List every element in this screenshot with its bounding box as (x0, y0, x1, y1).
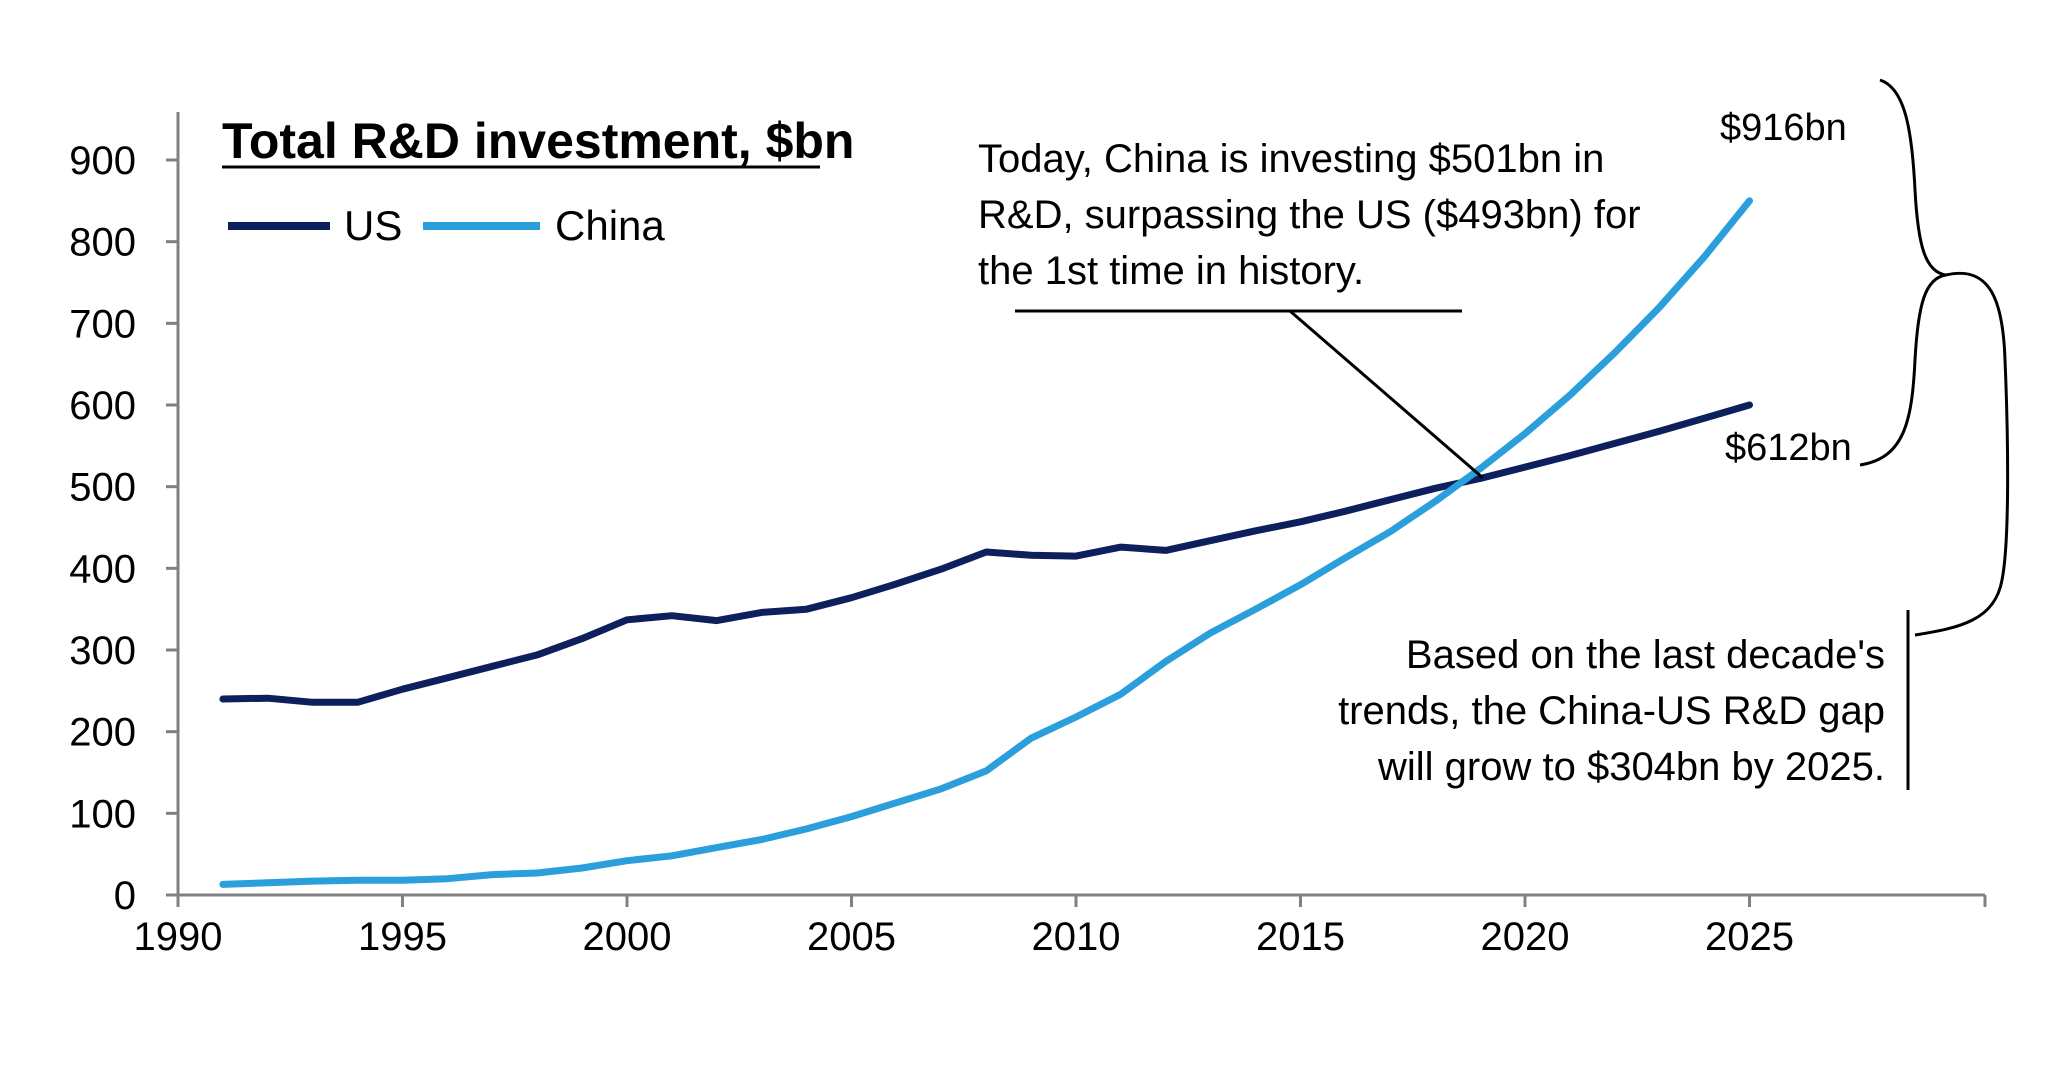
y-tick-label: 900 (69, 139, 136, 183)
brace-right-bracket (1859, 78, 1947, 467)
x-tick-label: 2005 (807, 915, 896, 959)
legend: US China (228, 202, 665, 249)
x-tick-label: 2020 (1481, 915, 1570, 959)
legend-label-china: China (555, 202, 665, 249)
y-tick-label: 800 (69, 221, 136, 265)
y-tick-label: 100 (69, 792, 136, 836)
crossover-annotation: Today, China is investing $501bn in R&D,… (978, 137, 1641, 480)
x-tick-label: 2000 (583, 915, 672, 959)
annotation-today-line-1: Today, China is investing $501bn in (978, 137, 1604, 181)
chart-title: Total R&D investment, $bn (222, 113, 854, 169)
x-axis-ticks: 1990 1995 2000 2005 2010 2015 2020 2025 (134, 895, 1987, 959)
x-tick-label: 2010 (1032, 915, 1121, 959)
x-tick-label: 2015 (1256, 915, 1345, 959)
y-tick-label: 300 (69, 629, 136, 673)
y-tick-label: 500 (69, 466, 136, 510)
annotation-gap-line-2: trends, the China-US R&D gap (1338, 689, 1885, 733)
series-line-china (219, 197, 1753, 888)
china-end-value-label: $916bn (1720, 107, 1847, 149)
series-line-us (219, 401, 1753, 706)
annotation-today-line-2: R&D, surpassing the US ($493bn) for (978, 193, 1641, 237)
x-tick-label: 1995 (358, 915, 447, 959)
annotation-pointer (1289, 309, 1484, 480)
y-tick-label: 200 (69, 711, 136, 755)
x-tick-label: 2025 (1705, 915, 1794, 959)
annotation-gap-line-1: Based on the last decade's (1406, 633, 1885, 677)
y-tick-label: 400 (69, 547, 136, 591)
gap-annotation: Based on the last decade's trends, the C… (1338, 610, 1910, 790)
legend-label-us: US (344, 202, 402, 249)
us-end-value-label: $612bn (1725, 427, 1852, 469)
annotation-today-line-3: the 1st time in history. (978, 249, 1364, 293)
y-tick-label: 700 (69, 302, 136, 346)
brace-gap-bracket (1914, 271, 2010, 637)
y-tick-label: 0 (114, 874, 136, 918)
y-axis-ticks: 0 100 200 300 400 500 600 700 800 900 (69, 139, 178, 918)
annotation-gap-line-3: will grow to $304bn by 2025. (1377, 745, 1885, 789)
x-tick-label: 1990 (134, 915, 223, 959)
y-tick-label: 600 (69, 384, 136, 428)
